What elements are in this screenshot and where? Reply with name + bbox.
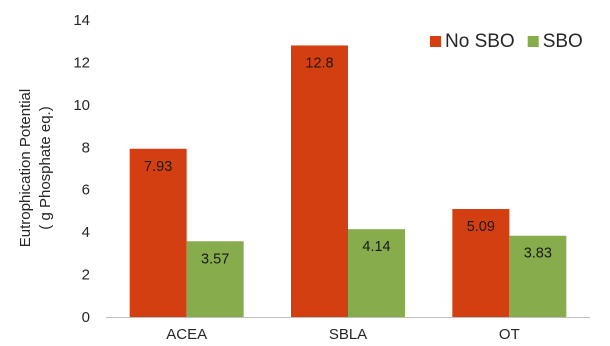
bar-sbo-sbla	[348, 229, 405, 317]
y-axis-ticks: 0 2 4 6 8 10 12 14	[73, 12, 90, 326]
y-axis-label: Eutrophication Potential ( g Phosphate e…	[17, 89, 54, 247]
y-tick-label: 2	[82, 267, 90, 284]
data-label: 4.14	[362, 239, 390, 255]
legend-swatch	[527, 36, 539, 47]
bar-sbo-ot	[509, 235, 567, 317]
legend-label: SBO	[543, 31, 583, 52]
bar-sbo-acea	[186, 241, 244, 317]
bar-no-sbo-ot	[452, 209, 510, 317]
y-axis-label-line-1: Eutrophication Potential	[17, 89, 34, 247]
data-label: 5.09	[467, 219, 495, 235]
y-tick-label: 8	[82, 139, 90, 156]
data-labels: 7.93 3.57 12.8 4.14 5.09 3.83	[144, 55, 552, 267]
data-label: 12.8	[305, 55, 333, 71]
y-tick-label: 6	[82, 182, 90, 199]
x-tick-label: SBLA	[329, 326, 367, 343]
legend: No SBO SBO	[430, 31, 583, 52]
bars	[129, 45, 567, 317]
data-label: 7.93	[144, 159, 172, 175]
y-tick-label: 14	[73, 12, 90, 29]
data-label: 3.83	[524, 246, 552, 262]
y-tick-label: 4	[82, 224, 90, 241]
legend-swatch	[430, 36, 441, 47]
bar-no-sbo-acea	[129, 148, 187, 317]
data-label: 3.57	[201, 251, 229, 267]
x-tick-label: OT	[499, 326, 520, 343]
x-tick-label: ACEA	[166, 326, 207, 343]
y-axis-label-line-2: ( g Phosphate eq.)	[37, 106, 54, 229]
legend-label: No SBO	[445, 31, 515, 52]
category-labels: ACEA SBLA OT	[166, 326, 520, 343]
y-tick-label: 10	[73, 97, 90, 114]
y-tick-label: 0	[82, 309, 90, 326]
bar-no-sbo-sbla	[291, 45, 348, 317]
y-tick-label: 12	[73, 54, 90, 71]
